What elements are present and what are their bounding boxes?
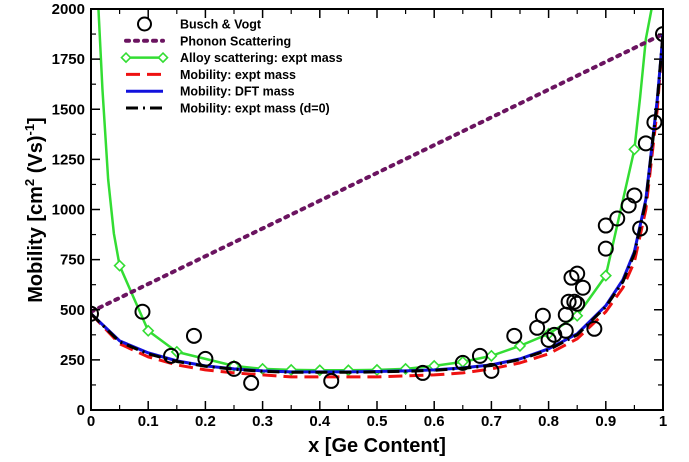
legend-entry-5-label: Mobility: DFT mass <box>180 85 295 99</box>
x-tick-label: 0.1 <box>138 413 159 430</box>
y-tick-label: 750 <box>60 252 85 269</box>
legend-entry-1-symbol <box>137 16 152 32</box>
y-tick-label: 500 <box>60 302 85 319</box>
legend-entry-3-marker-right <box>157 51 169 64</box>
legend-entry-6-label: Mobility: expt mass (d=0) <box>180 102 330 116</box>
series-6-line <box>91 33 663 374</box>
legend-entry-3-label: Alloy scattering: expt mass <box>180 51 343 65</box>
x-tick-label: 0.8 <box>538 413 559 430</box>
series-1-point <box>626 187 643 204</box>
legend-entry-1-label: Busch & Vogt <box>180 18 262 32</box>
series-3-marker <box>142 324 155 337</box>
plot-background <box>91 9 663 410</box>
series-1-point <box>185 327 202 344</box>
y-tick-label: 1000 <box>52 202 85 219</box>
x-tick-label: 1 <box>659 413 667 430</box>
x-tick-label: 0.2 <box>195 413 216 430</box>
series-1-point <box>566 293 583 310</box>
y-axis-title-mid: (Vs) <box>25 135 47 178</box>
x-tick-label: 0.6 <box>424 413 445 430</box>
series-1-point <box>637 135 654 152</box>
y-axis-title-sup1: 2 <box>22 179 37 186</box>
series-1-point <box>546 326 563 343</box>
series-1-point <box>569 265 586 282</box>
y-tick-label: 2000 <box>52 1 85 18</box>
series-3-marker <box>571 309 584 322</box>
series-3-marker <box>513 339 527 352</box>
series-1-point <box>534 307 551 324</box>
series-1-point <box>414 364 431 381</box>
series-1-point <box>574 279 591 296</box>
series-1-point <box>134 303 151 320</box>
x-tick-label: 0.4 <box>309 413 331 430</box>
series-1-point <box>197 350 214 367</box>
y-axis-title-sup2: -1 <box>22 124 37 136</box>
series-1-point <box>560 293 577 310</box>
series-1-point <box>91 305 99 322</box>
y-tick-label: 1250 <box>52 151 85 168</box>
legend-entry-3-marker-left <box>120 51 132 64</box>
legend-entry-2-label: Phonon Scattering <box>180 34 291 48</box>
series-1-point <box>655 26 663 43</box>
series-1-point <box>506 327 523 344</box>
series-1-point <box>323 372 340 389</box>
series-1-point <box>471 347 488 364</box>
x-tick-label: 0.5 <box>367 413 388 430</box>
series-1-point <box>454 354 471 371</box>
series-1-point <box>597 217 614 234</box>
y-axis-title-end: ] <box>25 117 47 124</box>
legend: Busch & Vogt Phonon Scattering Alloy scatt… <box>120 16 343 116</box>
y-axis-title: Mobility [cm2 (Vs)-1] <box>22 117 47 302</box>
x-tick-label: 0 <box>87 413 95 430</box>
series-2-line <box>91 32 663 314</box>
y-tick-label: 1500 <box>52 101 85 118</box>
series-4-line <box>91 33 663 379</box>
x-tick-label: 0.3 <box>252 413 273 430</box>
y-tick-label: 250 <box>60 352 85 369</box>
series-3-marker <box>599 269 612 282</box>
series-1-point <box>226 360 242 377</box>
x-axis-title: x [Ge Content] <box>308 435 446 457</box>
series-1-point <box>557 322 574 339</box>
series-1-point <box>163 347 180 364</box>
y-tick-label: 0 <box>77 402 85 419</box>
series-1-point <box>597 240 614 257</box>
y-tick-label: 1750 <box>52 51 85 68</box>
series-1-point <box>586 320 603 337</box>
legend-entry-4-label: Mobility: expt mass <box>180 68 296 82</box>
series-1-point <box>632 220 649 237</box>
series-1-point <box>609 210 626 227</box>
series-3-marker <box>485 349 498 362</box>
series-1-point <box>646 114 663 131</box>
series-1-point <box>243 374 260 391</box>
series-1-point <box>569 295 586 312</box>
series-3-marker <box>628 143 641 156</box>
x-tick-label: 0.9 <box>595 413 616 430</box>
series-3-marker <box>113 259 126 272</box>
series-1-point <box>483 362 500 379</box>
y-axis-title-main: Mobility [cm <box>25 186 47 303</box>
x-tick-label: 0.7 <box>481 413 502 430</box>
